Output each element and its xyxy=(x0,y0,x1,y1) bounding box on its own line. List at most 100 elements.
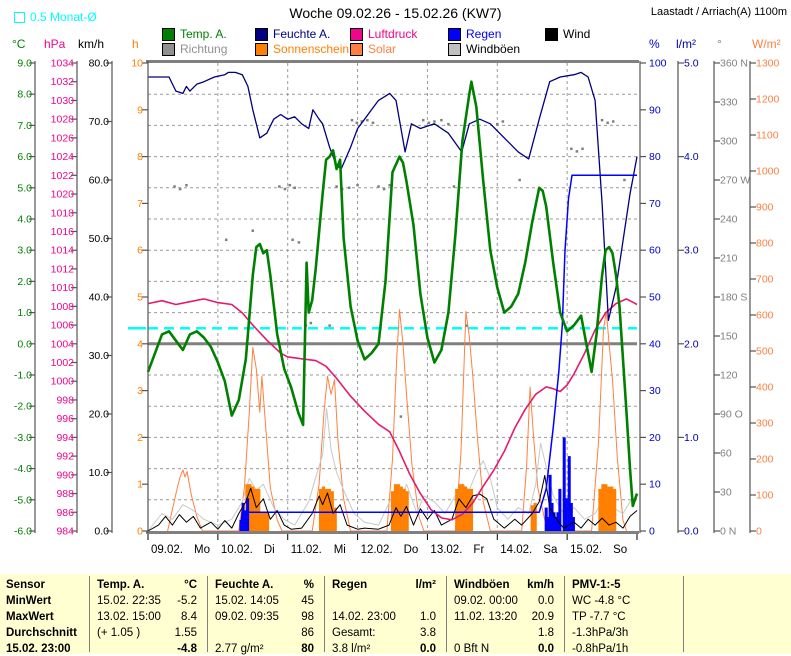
svg-text:0.0: 0.0 xyxy=(17,338,32,350)
legend-swatch xyxy=(255,42,268,56)
axis-hPa: hPa 1034 1032 1030 1028 1026 1024 1022 1020 1018 1… xyxy=(44,37,78,538)
svg-text:0.0: 0.0 xyxy=(94,526,109,538)
svg-text:4.0: 4.0 xyxy=(17,214,32,226)
cell-value: 20.9 xyxy=(531,611,554,623)
column-name: Windböen xyxy=(454,579,510,591)
svg-text:1032: 1032 xyxy=(51,76,75,88)
cell-text: 09.02. 09:35 xyxy=(215,611,279,623)
legend-item-wind[interactable]: Wind xyxy=(545,27,590,41)
legend-item-richtung[interactable]: Richtung xyxy=(162,42,227,56)
legend-item-temp-a-[interactable]: Temp. A. xyxy=(162,27,227,41)
legend-swatch xyxy=(162,27,175,41)
legend-item-solar[interactable]: Solar xyxy=(350,42,396,56)
svg-text:3: 3 xyxy=(137,385,143,397)
svg-text:10: 10 xyxy=(649,479,661,491)
column-unit: % xyxy=(303,579,314,591)
legend-item-regen[interactable]: Regen xyxy=(448,27,501,41)
svg-text:40: 40 xyxy=(649,338,661,350)
svg-text:3.0: 3.0 xyxy=(17,245,32,257)
cell-text: 2.77 g/m² xyxy=(215,643,264,655)
series-wind xyxy=(147,474,638,532)
svg-text:1012: 1012 xyxy=(51,263,75,275)
legend-swatch xyxy=(448,42,461,56)
svg-text:120: 120 xyxy=(720,370,738,382)
legend-item-sonnenschein[interactable]: Sonnenschein xyxy=(255,42,349,56)
svg-text:1014: 1014 xyxy=(51,245,75,257)
axis-l/m²: l/m² 5.0 4.0 3.0 2.0 1.0 0.0 xyxy=(676,37,699,538)
svg-text:30: 30 xyxy=(720,487,732,499)
svg-text:40.0: 40.0 xyxy=(89,292,110,304)
column-unit: km/h xyxy=(527,579,554,591)
svg-text:6.0: 6.0 xyxy=(17,151,32,163)
day-label-date: 10.02. xyxy=(221,544,253,556)
cell-value: 80 xyxy=(301,643,314,655)
svg-text:1000: 1000 xyxy=(756,166,780,178)
svg-text:1028: 1028 xyxy=(51,114,75,126)
svg-text:20.0: 20.0 xyxy=(89,409,110,421)
table-separator xyxy=(324,576,325,652)
day-label-weekday: So xyxy=(613,544,627,556)
cell-value: 1.55 xyxy=(174,627,197,639)
cell-value: 3.8 xyxy=(420,627,436,639)
svg-text:10: 10 xyxy=(131,58,143,70)
table-separator xyxy=(89,576,90,652)
day-label-date: 09.02. xyxy=(151,544,183,556)
svg-text:-6.0: -6.0 xyxy=(14,526,32,538)
legend-label: Luftdruck xyxy=(368,27,418,41)
svg-text:800: 800 xyxy=(756,238,774,250)
svg-text:1.0: 1.0 xyxy=(684,432,699,444)
row-header: 15.02. 23:00 xyxy=(6,643,71,655)
plot-border-bottom xyxy=(146,531,639,534)
svg-text:4.0: 4.0 xyxy=(684,151,699,163)
cell-value: 98 xyxy=(301,611,314,623)
row-header: Sensor xyxy=(6,579,45,591)
month-average-toggle[interactable]: 0.5 Monat-Ø xyxy=(14,10,97,24)
day-label-weekday: Do xyxy=(404,544,419,556)
checkbox-icon[interactable] xyxy=(14,11,25,23)
cell-text: WC -4.8 °C xyxy=(572,595,631,607)
legend-swatch xyxy=(162,42,175,56)
cell-text: 09.02. 00:00 xyxy=(454,595,518,607)
svg-text:330: 330 xyxy=(720,97,738,109)
svg-text:-1.0: -1.0 xyxy=(14,370,32,382)
svg-text:986: 986 xyxy=(56,507,74,519)
svg-text:1024: 1024 xyxy=(51,151,75,163)
svg-text:180 S: 180 S xyxy=(720,292,747,304)
legend-item-windb-en[interactable]: Windböen xyxy=(448,42,520,56)
legend-label: Sonnenschein xyxy=(273,42,350,56)
day-label-date: 14.02. xyxy=(500,544,532,556)
svg-text:270 W: 270 W xyxy=(720,175,750,187)
cell-value: -4.8 xyxy=(177,643,197,655)
svg-text:30.0: 30.0 xyxy=(89,350,110,362)
cell-text: 15.02. 22:35 xyxy=(97,595,161,607)
day-label-weekday: Di xyxy=(264,544,275,556)
svg-text:50: 50 xyxy=(649,292,661,304)
svg-text:10.0: 10.0 xyxy=(89,467,110,479)
cell-text: 11.02. 13:20 xyxy=(454,611,518,623)
cell-text: -1.3hPa/3h xyxy=(572,627,629,639)
cell-text: 15.02. 14:05 xyxy=(215,595,279,607)
axis-°C: °C 9.0 8.0 7.0 6.0 5.0 4.0 3.0 2.0 1.0 0.0 -1.0 -2.0… xyxy=(12,37,36,538)
legend-item-luftdruck[interactable]: Luftdruck xyxy=(350,27,417,41)
svg-text:988: 988 xyxy=(56,488,74,500)
legend-label: Regen xyxy=(466,27,502,41)
series-luftdruck xyxy=(147,298,638,521)
svg-text:-5.0: -5.0 xyxy=(14,494,32,506)
svg-text:60: 60 xyxy=(720,448,732,460)
day-label-date: 11.02. xyxy=(291,544,322,556)
svg-text:500: 500 xyxy=(756,346,774,358)
day-label-weekday: Sa xyxy=(543,544,558,556)
svg-text:100: 100 xyxy=(649,58,667,70)
column-name: Feuchte A. xyxy=(215,579,274,591)
cell-value: 1.0 xyxy=(420,611,436,623)
svg-text:5.0: 5.0 xyxy=(684,58,699,70)
svg-text:2.0: 2.0 xyxy=(684,338,699,350)
svg-text:200: 200 xyxy=(756,454,774,466)
svg-text:1018: 1018 xyxy=(51,207,75,219)
svg-text:°: ° xyxy=(717,37,722,51)
legend-item-feuchte-a-[interactable]: Feuchte A. xyxy=(255,27,330,41)
svg-text:5.0: 5.0 xyxy=(17,182,32,194)
series-feuchte-a- xyxy=(148,71,638,322)
svg-text:4: 4 xyxy=(137,338,143,350)
